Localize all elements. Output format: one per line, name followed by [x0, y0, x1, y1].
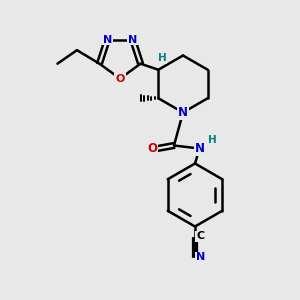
Text: O: O: [115, 74, 125, 84]
Text: N: N: [195, 142, 205, 155]
Text: H: H: [158, 53, 166, 63]
Text: N: N: [103, 34, 112, 44]
Text: H: H: [208, 135, 217, 145]
Text: O: O: [147, 142, 157, 155]
Text: N: N: [196, 252, 205, 262]
Text: N: N: [178, 106, 188, 119]
Text: C: C: [196, 231, 205, 242]
Text: N: N: [128, 34, 137, 44]
